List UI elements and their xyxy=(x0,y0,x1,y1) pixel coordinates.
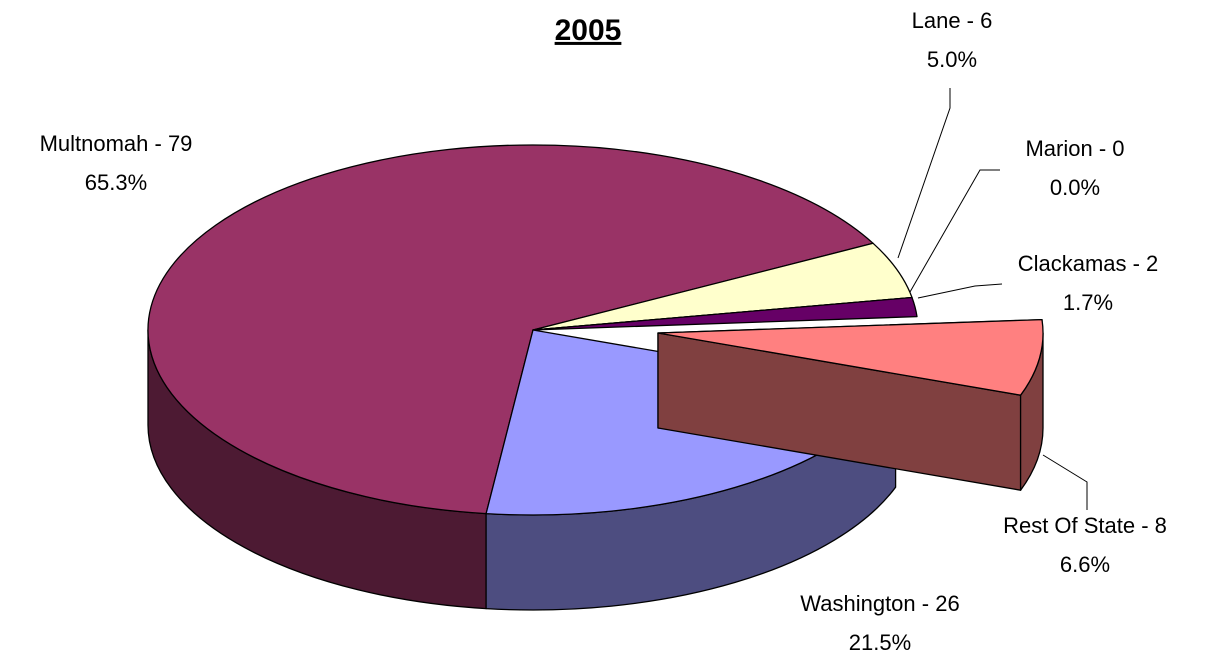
data-label: Lane - 6 xyxy=(912,8,993,33)
leader-line xyxy=(1042,454,1088,510)
data-label: Rest Of State - 8 xyxy=(1003,513,1167,538)
data-label: Multnomah - 79 xyxy=(40,131,193,156)
data-label: Washington - 26 xyxy=(800,591,959,616)
data-label: Marion - 0 xyxy=(1025,136,1124,161)
slice xyxy=(657,318,1044,396)
percent-label: 21.5% xyxy=(849,630,911,655)
slice xyxy=(147,144,874,515)
percent-label: 1.7% xyxy=(1063,290,1113,315)
percent-label: 6.6% xyxy=(1060,552,1110,577)
chart-title: 2005 xyxy=(555,14,622,47)
leader-line xyxy=(917,283,1003,299)
slice xyxy=(532,296,918,331)
percent-label: 65.3% xyxy=(85,170,147,195)
percent-label: 0.0% xyxy=(1050,175,1100,200)
percent-label: 5.0% xyxy=(927,47,977,72)
leader-line xyxy=(909,169,1000,293)
leader-line xyxy=(897,88,951,259)
data-label: Clackamas - 2 xyxy=(1018,251,1159,276)
